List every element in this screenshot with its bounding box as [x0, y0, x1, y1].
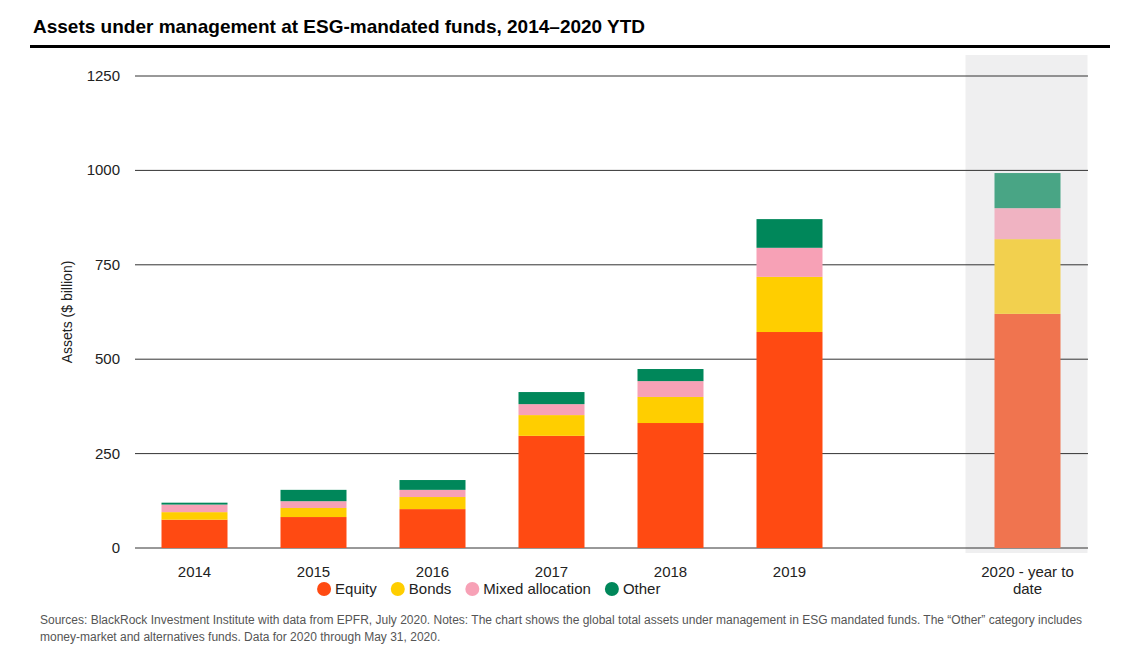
y-tick-label: 500 [95, 350, 120, 367]
bar-segment [162, 503, 228, 505]
legend-swatch [605, 582, 619, 596]
x-tick-label: 2017 [535, 563, 568, 580]
bar-segment [638, 369, 704, 381]
bar-segment [757, 248, 823, 277]
bar-segment [757, 277, 823, 332]
bar-segment [162, 512, 228, 520]
grid-line [135, 170, 1088, 171]
y-tick-label: 750 [95, 256, 120, 273]
bar-segment [400, 509, 466, 548]
x-tick-line: 2014 [178, 563, 211, 580]
ytd-highlight [966, 55, 1088, 553]
bars [162, 173, 1061, 548]
y-tick-label: 250 [95, 445, 120, 462]
legend-label: Mixed allocation [483, 580, 591, 597]
x-tick-line: 2016 [416, 563, 449, 580]
bar-segment [995, 314, 1061, 548]
y-axis-label: Assets ($ billion) [59, 261, 75, 364]
x-tick-label: 2018 [654, 563, 687, 580]
x-tick-line: 2017 [535, 563, 568, 580]
source-note: Sources: BlackRock Investment Institute … [40, 612, 1100, 646]
bar-segment [757, 332, 823, 548]
x-tick-line: 2019 [773, 563, 806, 580]
title-rule [30, 45, 1110, 48]
legend-swatch [391, 582, 405, 596]
bar-segment [519, 392, 585, 404]
bar-segment [638, 397, 704, 423]
x-tick-label: 2019 [773, 563, 806, 580]
bar-segment [638, 381, 704, 397]
legend-swatch [465, 582, 479, 596]
title: Assets under management at ESG-mandated … [33, 16, 645, 37]
bar-segment [757, 219, 823, 248]
bar-segment [281, 508, 347, 517]
chart: Assets under management at ESG-mandated … [0, 0, 1139, 655]
x-tick-label: 2014 [178, 563, 211, 580]
x-tick-line: date [1013, 580, 1042, 597]
bar-segment [519, 436, 585, 548]
grid-line [135, 264, 1088, 265]
bar-segment [995, 173, 1061, 208]
x-tick-label: 2015 [297, 563, 330, 580]
bar-segment [281, 501, 347, 508]
grid-line [135, 76, 1088, 77]
bar-segment [995, 239, 1061, 314]
y-tick-label: 1000 [87, 161, 120, 178]
grid-line [135, 453, 1088, 454]
grid-line [135, 548, 1088, 549]
bar-segment [995, 208, 1061, 239]
y-tick-label: 1250 [87, 67, 120, 84]
legend-label: Bonds [409, 580, 452, 597]
y-tick-label: 0 [112, 539, 120, 556]
bar-segment [400, 490, 466, 497]
x-tick-line: 2015 [297, 563, 330, 580]
legend: Equity Bonds Mixed allocation Other [317, 580, 660, 597]
x-tick-label: 2020 - year todate [981, 563, 1074, 597]
bar-segment [162, 520, 228, 548]
legend-label: Equity [335, 580, 377, 597]
bar-segment [519, 404, 585, 415]
x-tick-label: 2016 [416, 563, 449, 580]
bar-segment [638, 423, 704, 548]
bar-segment [281, 517, 347, 548]
bar-segment [400, 480, 466, 490]
x-tick-line: 2018 [654, 563, 687, 580]
legend-swatch [317, 582, 331, 596]
legend-label: Other [623, 580, 661, 597]
bar-segment [162, 505, 228, 513]
grid-line [135, 359, 1088, 360]
x-tick-line: 2020 - year to [981, 563, 1074, 580]
bar-segment [400, 497, 466, 509]
bar-segment [519, 415, 585, 436]
bar-segment [281, 490, 347, 501]
